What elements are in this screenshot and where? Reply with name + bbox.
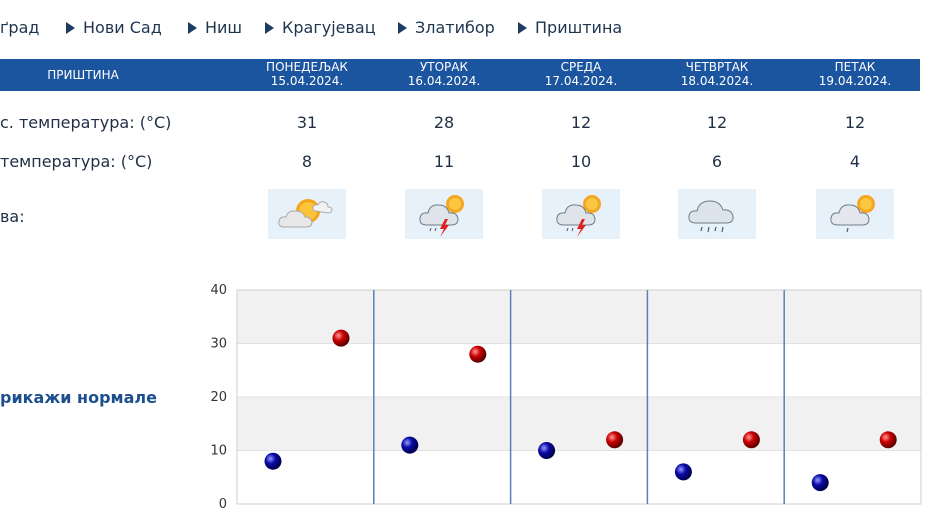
min-temp-label: температура: (°C) (0, 152, 153, 171)
nav-link-4[interactable]: Златибор (398, 18, 495, 37)
rain-cloud-icon (678, 189, 756, 239)
nav-arrow-icon (518, 22, 527, 34)
max-temp-label: с. температура: (°C) (0, 113, 172, 132)
temperature-chart: 0 10 20 30 40 (210, 283, 922, 512)
day-date: 16.04.2024. (407, 74, 481, 88)
grid-band (237, 397, 921, 451)
nav-link-label: Крагујевац (282, 18, 376, 37)
max-temp-point (469, 345, 487, 363)
y-tick-label: 10 (210, 444, 227, 459)
max-temp-value: 12 (706, 113, 728, 132)
day-date: 15.04.2024. (270, 74, 344, 88)
nav-link-5[interactable]: Приштина (518, 18, 622, 37)
y-tick-label: 0 (219, 497, 227, 512)
nav-link-label: Нови Сад (83, 18, 162, 37)
nav-arrow-icon (66, 22, 75, 34)
max-temp-point (742, 431, 760, 449)
max-temp-value: 12 (844, 113, 866, 132)
day-date: 17.04.2024. (544, 74, 618, 88)
grid-band (237, 343, 921, 397)
nav-link-3[interactable]: Крагујевац (265, 18, 376, 37)
day-name: СРЕДА (560, 60, 602, 74)
light-rain-sun-icon (816, 189, 894, 239)
nav-link-2[interactable]: Ниш (188, 18, 242, 37)
nav-link-label: Ниш (205, 18, 243, 37)
nav-link-label: Приштина (535, 18, 623, 37)
city-nav: ґрад Нови Сад Ниш Крагујевац Златибор Приштин… (0, 18, 930, 42)
y-tick-label: 40 (210, 283, 227, 298)
day-header: УТОРАК 16.04.2024. (389, 60, 499, 88)
max-temp-value: 28 (433, 113, 455, 132)
nav-arrow-icon (188, 22, 197, 34)
y-tick-label: 20 (210, 390, 227, 405)
max-temp-point (332, 329, 350, 347)
nav-link-1[interactable]: Нови Сад (66, 18, 162, 37)
thunderstorm-icon (405, 189, 483, 239)
min-temp-value: 6 (711, 152, 723, 171)
nav-arrow-icon (398, 22, 407, 34)
day-name: ПЕТАК (834, 60, 876, 74)
day-header: СРЕДА 17.04.2024. (526, 60, 636, 88)
y-tick-label: 30 (210, 337, 227, 352)
nav-link-label: Златибор (415, 18, 495, 37)
grid-band (237, 450, 921, 504)
city-name: ПРИШТИНА (47, 68, 119, 82)
sun-cloud-icon (268, 189, 346, 239)
day-name: УТОРАК (419, 60, 469, 74)
day-date: 19.04.2024. (818, 74, 892, 88)
max-temp-value: 31 (296, 113, 318, 132)
day-name: ПОНЕДЕЉАК (266, 60, 348, 74)
min-temp-point (538, 442, 556, 459)
thunderstorm-icon (542, 189, 620, 239)
max-temp-point (879, 431, 897, 449)
day-header: ЧЕТВРТАК 18.04.2024. (662, 60, 772, 88)
day-header: ПОНЕДЕЉАК 15.04.2024. (252, 60, 362, 88)
min-temp-value: 11 (433, 152, 455, 171)
plot-frame (236, 289, 922, 505)
min-temp-value: 4 (849, 152, 861, 171)
grid-band (237, 290, 921, 344)
forecast-header: ПРИШТИНА ПОНЕДЕЉАК 15.04.2024. УТОРАК 16.04… (0, 59, 920, 91)
min-temp-value: 8 (301, 152, 313, 171)
min-temp-value: 10 (570, 152, 592, 171)
min-temp-point (401, 436, 419, 454)
nav-arrow-icon (265, 22, 274, 34)
day-name: ЧЕТВРТАК (685, 60, 749, 74)
min-temp-point (674, 463, 692, 481)
nav-link-label: ґрад (0, 18, 40, 37)
min-temp-point (264, 452, 282, 470)
min-temp-point (811, 474, 829, 492)
day-header: ПЕТАК 19.04.2024. (800, 60, 910, 88)
max-temp-value: 12 (570, 113, 592, 132)
max-temp-point (606, 431, 624, 449)
nav-link-0[interactable]: ґрад (0, 18, 39, 37)
sky-label: ва: (0, 207, 25, 226)
day-date: 18.04.2024. (680, 74, 754, 88)
show-normals-link[interactable]: рикажи нормале (0, 388, 157, 407)
